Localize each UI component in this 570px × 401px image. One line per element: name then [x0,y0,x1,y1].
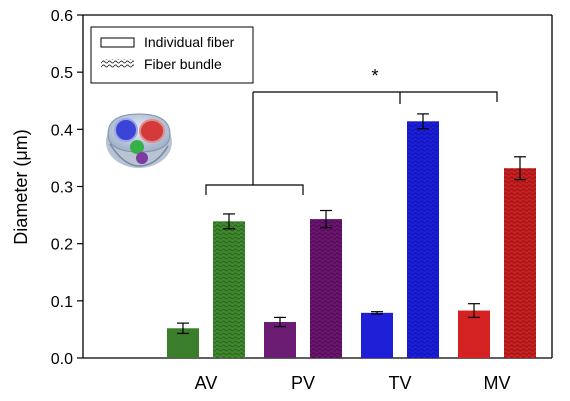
x-axis-tick-labels: AV PV TV MV [195,373,511,393]
y-tick-label: 0.4 [51,122,73,139]
y-tick-label: 0.5 [51,65,73,82]
significance-bracket-top [253,91,498,102]
bar-pv-individual-fiber [264,321,296,358]
legend-swatch-fiber-bundle [101,59,134,68]
legend: Individual fiber Fiber bundle [90,26,254,84]
x-tick-label-av: AV [195,373,218,393]
bar-texture [213,221,245,358]
bar-mv-individual-fiber [458,310,490,358]
legend-box [90,26,254,84]
significance-star: * [371,66,378,86]
bar-marks [167,121,536,358]
legend-swatch-individual-fiber [100,37,135,48]
significance-annotation: * [205,66,498,195]
bar-texture [310,219,342,358]
y-tick-label: 0.6 [51,8,73,25]
bar-texture [407,121,439,358]
x-tick-label-mv: MV [484,373,511,393]
significance-bracket-left [205,184,304,195]
y-axis-ticks: 0.0 0.1 0.2 0.3 0.4 0.5 0.6 [51,8,83,368]
y-tick-label: 0.1 [51,294,73,311]
y-axis-label: Diameter (μm) [11,129,31,244]
x-tick-label-pv: PV [291,373,315,393]
y-tick-label: 0.2 [51,237,73,254]
x-tick-label-tv: TV [388,373,411,393]
bar-texture [504,168,536,358]
legend-label-fiber-bundle: Fiber bundle [144,56,222,72]
bar-tv-individual-fiber [361,312,393,358]
heart-valve-icon [106,113,172,168]
y-tick-label: 0.3 [51,180,73,197]
legend-label-individual-fiber: Individual fiber [144,34,235,50]
y-tick-label: 0.0 [51,351,73,368]
error-bars [177,113,526,335]
